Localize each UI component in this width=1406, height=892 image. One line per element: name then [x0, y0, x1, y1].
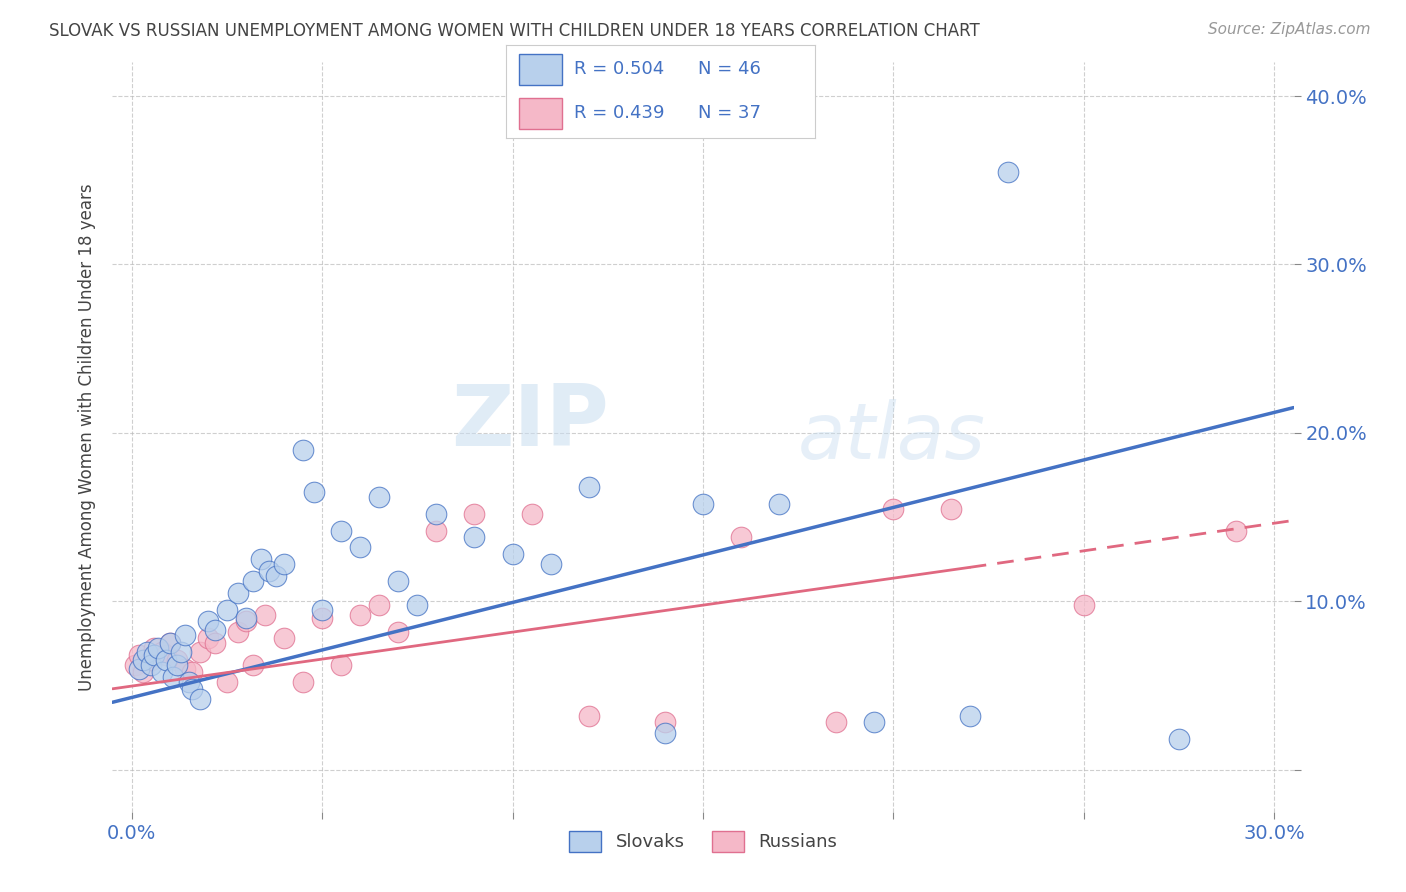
Point: [304, 484, 326, 499]
Point: [150, 665, 173, 679]
Point: [128, 648, 150, 662]
Point: [578, 708, 600, 723]
Point: [520, 507, 543, 521]
Legend: Slovaks, Russians: Slovaks, Russians: [561, 823, 845, 859]
Text: atlas: atlas: [797, 399, 986, 475]
Point: [387, 624, 409, 639]
Point: [882, 501, 904, 516]
Point: [166, 653, 188, 667]
Point: [143, 648, 166, 662]
Point: [368, 490, 391, 504]
Point: [159, 636, 181, 650]
Point: [235, 611, 257, 625]
Point: [1225, 524, 1247, 538]
Text: N = 46: N = 46: [697, 61, 761, 78]
Point: [349, 541, 371, 555]
Point: [166, 658, 188, 673]
Point: [242, 574, 264, 588]
Point: [173, 662, 195, 676]
Point: [939, 501, 962, 516]
Point: [188, 645, 211, 659]
Text: R = 0.439: R = 0.439: [574, 104, 665, 122]
Point: [768, 497, 790, 511]
Point: [197, 632, 219, 646]
Text: N = 37: N = 37: [697, 104, 761, 122]
Text: ZIP: ZIP: [451, 381, 609, 464]
Point: [139, 653, 162, 667]
Point: [188, 692, 211, 706]
Y-axis label: Unemployment Among Women with Children Under 18 years: Unemployment Among Women with Children U…: [77, 183, 96, 691]
Point: [425, 507, 447, 521]
Point: [654, 715, 676, 730]
Point: [406, 598, 429, 612]
Point: [654, 725, 676, 739]
Point: [155, 648, 177, 662]
Point: [266, 569, 288, 583]
Point: [863, 715, 886, 730]
Point: [463, 507, 485, 521]
Point: [250, 552, 273, 566]
Point: [349, 607, 371, 622]
Point: [181, 665, 204, 679]
Point: [257, 564, 280, 578]
Point: [330, 524, 353, 538]
Point: [730, 530, 752, 544]
Point: [135, 645, 157, 659]
Point: [425, 524, 447, 538]
Point: [235, 615, 257, 629]
Point: [540, 558, 562, 572]
Point: [162, 670, 184, 684]
Point: [177, 675, 200, 690]
Bar: [519, 54, 562, 85]
Text: R = 0.504: R = 0.504: [574, 61, 665, 78]
Point: [1073, 598, 1095, 612]
Point: [150, 645, 173, 659]
Text: SLOVAK VS RUSSIAN UNEMPLOYMENT AMONG WOMEN WITH CHILDREN UNDER 18 YEARS CORRELAT: SLOVAK VS RUSSIAN UNEMPLOYMENT AMONG WOM…: [49, 22, 980, 40]
Point: [291, 675, 314, 690]
Point: [139, 658, 162, 673]
Point: [155, 653, 177, 667]
Point: [368, 598, 391, 612]
Point: [215, 675, 238, 690]
Point: [273, 558, 295, 572]
Point: [311, 602, 333, 616]
Point: [204, 636, 226, 650]
Point: [502, 547, 524, 561]
Point: [959, 708, 981, 723]
Point: [825, 715, 848, 730]
Point: [148, 641, 170, 656]
Point: [143, 641, 166, 656]
Point: [330, 658, 353, 673]
Point: [226, 586, 249, 600]
Point: [291, 442, 314, 457]
Point: [132, 665, 155, 679]
Point: [197, 615, 219, 629]
Point: [578, 480, 600, 494]
Text: Source: ZipAtlas.com: Source: ZipAtlas.com: [1208, 22, 1371, 37]
Point: [692, 497, 714, 511]
Point: [463, 530, 485, 544]
Point: [311, 611, 333, 625]
Point: [387, 574, 409, 588]
Point: [204, 623, 226, 637]
Point: [170, 645, 193, 659]
Point: [132, 653, 155, 667]
Point: [997, 165, 1019, 179]
Point: [226, 624, 249, 639]
Bar: [519, 98, 562, 129]
Point: [159, 636, 181, 650]
Point: [124, 658, 146, 673]
Point: [1168, 732, 1191, 747]
Point: [253, 607, 276, 622]
Point: [128, 662, 150, 676]
Point: [215, 602, 238, 616]
Point: [181, 681, 204, 696]
Point: [242, 658, 264, 673]
Point: [273, 632, 295, 646]
Point: [173, 628, 195, 642]
